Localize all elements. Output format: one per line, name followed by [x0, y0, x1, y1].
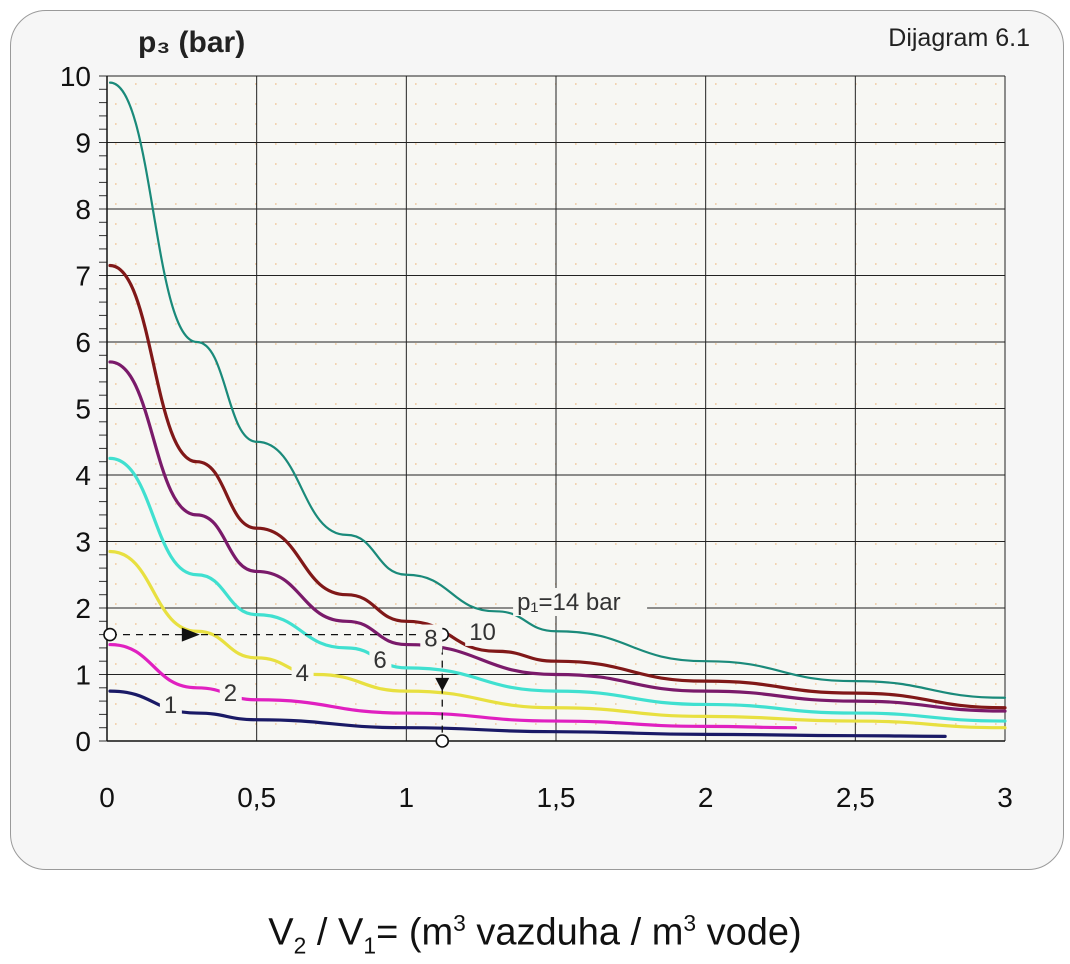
y-tick-label: 4: [75, 460, 91, 491]
curve-label: p₁=14 bar: [517, 589, 621, 616]
x-axis-label: V2 / V1= (m3 vazduha / m3 vode): [268, 910, 802, 959]
y-tick-label: 9: [75, 128, 91, 159]
diagram-tag: Dijagram 6.1: [888, 24, 1030, 52]
curve-label-bg: [159, 691, 182, 720]
x-tick-label: 1: [399, 782, 415, 813]
example-marker-2: [435, 734, 450, 748]
y-tick-label: 5: [75, 394, 91, 425]
y-axis-label: p₃ (bar): [138, 26, 245, 59]
x-tick-label: 2,5: [836, 782, 875, 813]
x-tick-label: 0: [99, 782, 115, 813]
y-tick-label: 1: [75, 660, 91, 691]
curve-label: 2: [224, 680, 237, 707]
x-tick-label: 3: [997, 782, 1013, 813]
x-tick-label: 0,5: [237, 782, 276, 813]
example-marker-0: [103, 627, 117, 642]
curve-label-bg: [219, 679, 242, 708]
y-tick-label: 6: [75, 327, 91, 358]
tick-labels: 0 1 2 3 4 5 6 7 8 9 10 0 0,5 1 1,5 2 2,5 3: [60, 61, 1013, 813]
series-line-1: [108, 689, 947, 738]
curve-labels: 1 2 4 6 8 10 p₁=14 bar: [159, 587, 648, 720]
x-tick-label: 2: [698, 782, 714, 813]
curve-label: 8: [424, 626, 437, 653]
arrow-down-icon: [435, 677, 450, 692]
y-tick-label: 0: [75, 726, 91, 757]
curve-label-bg: [291, 659, 314, 688]
curve-label-bg: [369, 645, 392, 674]
series-line-p-14-bar: [108, 81, 1007, 699]
curve-label: 6: [373, 647, 386, 674]
series-line-2: [108, 642, 798, 730]
chart-svg: 1 2 4 6 8 10 p₁=14 bar 0 1 2 3 4 5 6 7 8 9 10 0 0,5 1 1,5 2 2,…: [60, 24, 1030, 813]
curve-label-bg: [513, 587, 648, 616]
curve-label: 4: [296, 660, 309, 687]
arrow-right-icon: [181, 627, 200, 642]
y-tick-label: 10: [60, 61, 91, 92]
series-line-4: [108, 549, 1007, 730]
series-group: [108, 81, 1007, 738]
y-tick-label: 2: [75, 593, 91, 624]
series-line-6: [108, 456, 1007, 723]
curve-label-bg: [420, 624, 443, 653]
curve-label: 10: [469, 619, 496, 646]
curve-label-bg: [465, 617, 502, 646]
y-tick-label: 7: [75, 261, 91, 292]
y-tick-label: 8: [75, 194, 91, 225]
x-tick-label: 1,5: [537, 782, 576, 813]
curve-label: 1: [164, 692, 177, 719]
minor-ticks: [99, 75, 107, 742]
y-tick-label: 3: [75, 527, 91, 558]
